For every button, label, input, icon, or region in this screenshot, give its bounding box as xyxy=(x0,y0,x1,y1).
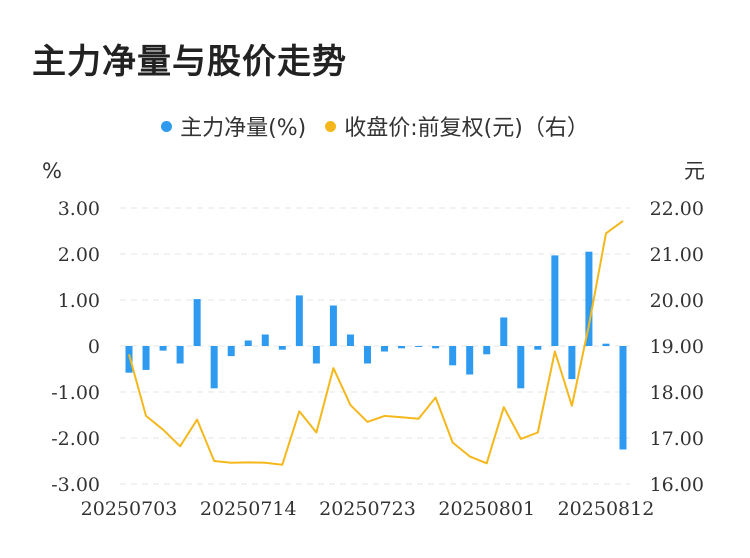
bar xyxy=(295,295,303,346)
bar xyxy=(500,317,508,346)
bar xyxy=(619,346,627,450)
bar xyxy=(483,346,491,355)
x-tick-label: 20250801 xyxy=(438,498,535,520)
right-tick-label: 16.00 xyxy=(650,474,704,496)
bar xyxy=(415,346,423,347)
bar xyxy=(142,346,150,370)
bar xyxy=(363,346,371,364)
left-tick-label: -1.00 xyxy=(51,382,100,404)
left-tick-label: 3.00 xyxy=(58,198,100,220)
x-tick-label: 20250812 xyxy=(558,498,655,520)
bar xyxy=(551,255,559,346)
bar xyxy=(159,346,167,351)
legend-label: 收盘价:前复权(元)（右） xyxy=(344,116,589,141)
right-tick-label: 19.00 xyxy=(650,336,704,358)
right-tick-label: 20.00 xyxy=(650,290,704,312)
bar xyxy=(329,305,337,346)
left-tick-label: 2.00 xyxy=(58,244,100,266)
bar xyxy=(432,346,440,349)
x-tick-label: 20250703 xyxy=(81,498,178,520)
left-tick-label: -3.00 xyxy=(51,474,100,496)
bar xyxy=(210,346,218,389)
bar xyxy=(193,299,201,346)
bar xyxy=(244,340,252,346)
bar xyxy=(125,346,133,373)
price-line xyxy=(128,220,624,466)
right-tick-label: 22.00 xyxy=(650,198,704,220)
bar xyxy=(278,346,286,350)
bar xyxy=(568,346,576,380)
bar xyxy=(534,346,542,350)
grid-lines xyxy=(120,207,630,485)
left-tick-label: 1.00 xyxy=(58,290,100,312)
bar xyxy=(398,346,406,349)
chart-title: 主力净量与股价走势 xyxy=(32,42,347,82)
bar xyxy=(346,334,354,346)
legend-dot-icon xyxy=(325,120,337,132)
legend-dot-icon xyxy=(161,120,173,132)
legend-item-net-volume[interactable]: 主力净量(%) xyxy=(161,110,306,142)
left-tick-label: 0 xyxy=(88,336,100,358)
axes: 3.00 22.00 2.00 21.00 1.00 20.00 0 19.00 -1.00 18… xyxy=(42,159,705,520)
bar-series xyxy=(125,251,627,450)
bar xyxy=(466,346,474,375)
line-series xyxy=(128,220,624,466)
bar xyxy=(449,346,457,366)
x-tick-label: 20250723 xyxy=(319,498,416,520)
left-unit-label: % xyxy=(42,159,62,183)
bar xyxy=(585,251,593,346)
right-tick-label: 18.00 xyxy=(650,382,704,404)
bar xyxy=(517,346,525,389)
right-unit-label: 元 xyxy=(684,159,705,183)
legend-label: 主力净量(%) xyxy=(180,116,307,141)
bar xyxy=(227,346,235,357)
bar xyxy=(261,334,269,346)
bar xyxy=(381,346,389,352)
bar xyxy=(312,346,320,364)
bar xyxy=(176,346,184,364)
bar xyxy=(602,343,610,346)
x-tick-label: 20250714 xyxy=(200,498,297,520)
legend: 主力净量(%) 收盘价:前复权(元)（右） xyxy=(0,110,750,142)
left-tick-label: -2.00 xyxy=(51,428,100,450)
right-tick-label: 17.00 xyxy=(650,428,704,450)
legend-item-close-price[interactable]: 收盘价:前复权(元)（右） xyxy=(325,110,589,142)
right-tick-label: 21.00 xyxy=(650,244,704,266)
